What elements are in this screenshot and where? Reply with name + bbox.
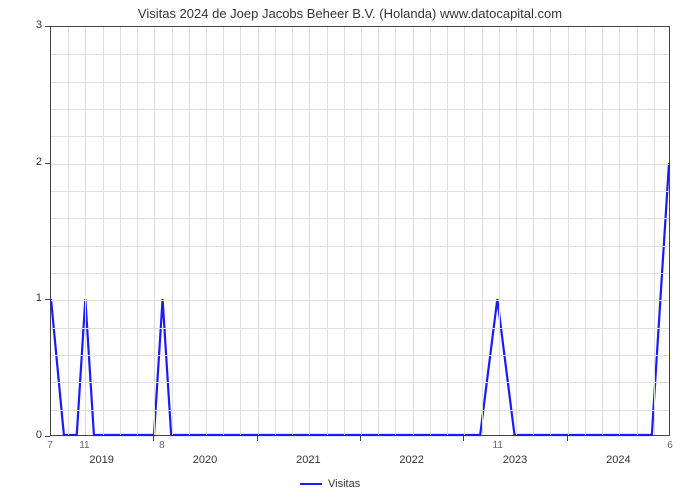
gridline-h <box>51 136 669 137</box>
gridline-v <box>275 27 276 435</box>
y-tick-mark <box>45 299 50 300</box>
gridline-v <box>585 27 586 435</box>
y-tick-label: 1 <box>12 292 42 304</box>
gridline-v <box>568 27 569 435</box>
y-tick-mark <box>45 26 50 27</box>
gridline-v <box>85 27 86 435</box>
y-tick-mark <box>45 163 50 164</box>
gridline-h-major <box>51 300 669 301</box>
gridline-v <box>292 27 293 435</box>
y-tick-label: 3 <box>12 19 42 31</box>
gridline-v <box>327 27 328 435</box>
x-sub-tick-label: 8 <box>159 440 165 451</box>
y-tick-mark <box>45 436 50 437</box>
x-year-label: 2020 <box>193 454 217 466</box>
gridline-v <box>637 27 638 435</box>
legend-swatch <box>300 483 322 485</box>
gridline-v <box>103 27 104 435</box>
gridline-v <box>206 27 207 435</box>
gridline-v <box>550 27 551 435</box>
gridline-v <box>499 27 500 435</box>
gridline-v <box>395 27 396 435</box>
x-sub-tick-label: 7 <box>47 440 53 451</box>
gridline-v <box>654 27 655 435</box>
gridline-v <box>516 27 517 435</box>
plot-area <box>50 26 670 436</box>
x-tick-mark <box>257 436 258 441</box>
gridline-v <box>137 27 138 435</box>
gridline-v <box>533 27 534 435</box>
gridline-v <box>240 27 241 435</box>
gridline-v <box>120 27 121 435</box>
gridline-v <box>361 27 362 435</box>
x-tick-mark <box>567 436 568 441</box>
x-sub-tick-label: 11 <box>493 440 503 451</box>
y-tick-label: 0 <box>12 429 42 441</box>
legend-label: Visitas <box>328 478 360 490</box>
gridline-h <box>51 246 669 247</box>
gridline-v <box>189 27 190 435</box>
gridline-v <box>430 27 431 435</box>
x-year-label: 2019 <box>89 454 113 466</box>
x-tick-mark <box>360 436 361 441</box>
gridline-v <box>258 27 259 435</box>
x-tick-mark <box>153 436 154 441</box>
gridline-h <box>51 328 669 329</box>
x-sub-tick-label: 11 <box>79 440 89 451</box>
x-year-label: 2023 <box>503 454 527 466</box>
gridline-v <box>482 27 483 435</box>
gridline-h <box>51 410 669 411</box>
gridline-v <box>172 27 173 435</box>
chart-title: Visitas 2024 de Joep Jacobs Beheer B.V. … <box>0 0 700 21</box>
gridline-v <box>447 27 448 435</box>
gridline-v <box>223 27 224 435</box>
x-year-label: 2024 <box>606 454 630 466</box>
x-year-label: 2022 <box>399 454 423 466</box>
gridline-h <box>51 54 669 55</box>
x-tick-mark <box>463 436 464 441</box>
x-year-label: 2021 <box>296 454 320 466</box>
gridline-v <box>378 27 379 435</box>
x-sub-tick-label: 6 <box>667 440 673 451</box>
gridline-v <box>344 27 345 435</box>
gridline-h <box>51 273 669 274</box>
series-line <box>51 27 669 435</box>
gridline-v <box>464 27 465 435</box>
gridline-v <box>154 27 155 435</box>
gridline-h <box>51 382 669 383</box>
gridline-h-major <box>51 164 669 165</box>
gridline-h <box>51 218 669 219</box>
gridline-v <box>413 27 414 435</box>
y-tick-label: 2 <box>12 156 42 168</box>
gridline-h <box>51 191 669 192</box>
gridline-v <box>68 27 69 435</box>
gridline-v <box>619 27 620 435</box>
legend: Visitas <box>300 478 360 490</box>
gridline-h <box>51 82 669 83</box>
gridline-v <box>309 27 310 435</box>
gridline-v <box>602 27 603 435</box>
gridline-h <box>51 109 669 110</box>
gridline-h <box>51 355 669 356</box>
